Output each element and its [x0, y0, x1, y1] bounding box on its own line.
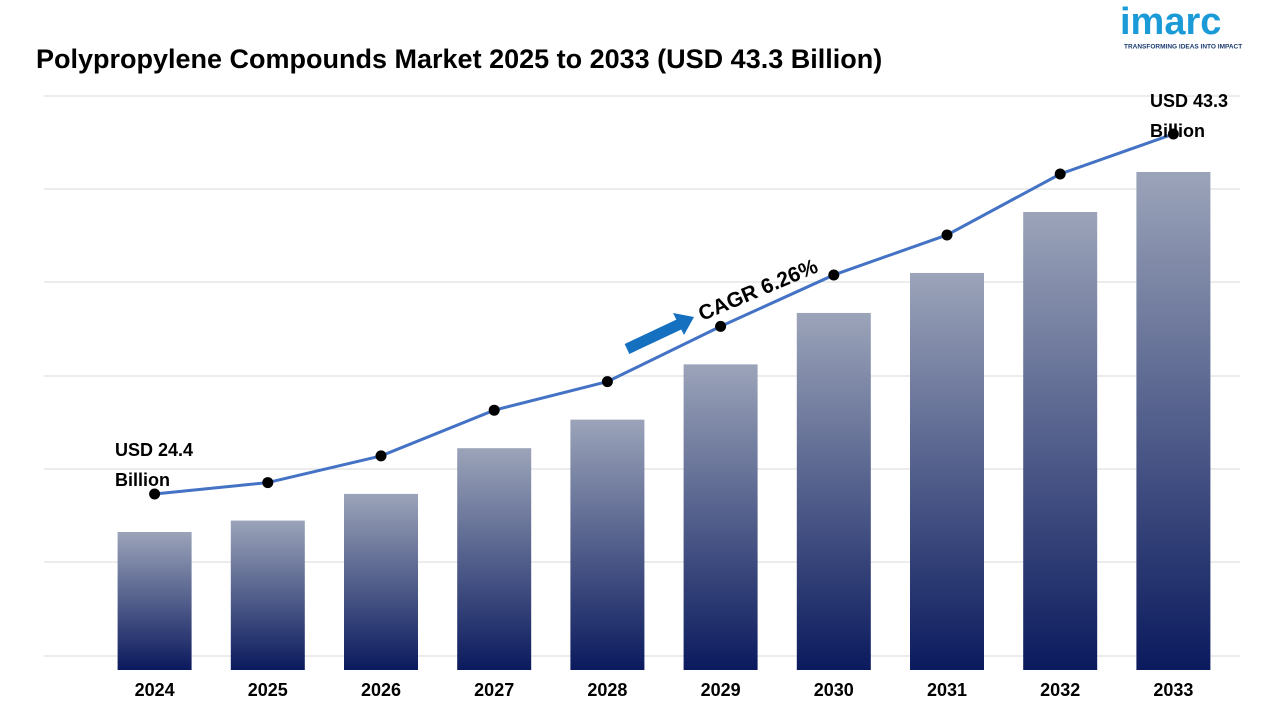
- x-tick-label: 2030: [814, 680, 854, 700]
- line-marker: [488, 404, 500, 416]
- x-tick-label: 2028: [587, 680, 627, 700]
- x-tick-label: 2031: [927, 680, 967, 700]
- bar: [1136, 172, 1211, 670]
- line-marker: [828, 269, 840, 281]
- bar: [796, 312, 871, 670]
- logo-name: imarc: [1120, 1, 1221, 43]
- x-tick-label: 2025: [248, 680, 288, 700]
- line-marker: [941, 229, 953, 241]
- start-annotation: Billion: [115, 470, 170, 490]
- x-tick-label: 2032: [1040, 680, 1080, 700]
- line-marker: [715, 320, 727, 332]
- bar: [910, 272, 984, 670]
- bar: [117, 532, 192, 670]
- trend-line: [154, 132, 1174, 496]
- x-tick-label: 2029: [701, 680, 741, 700]
- bar: [230, 520, 305, 670]
- line-marker: [1167, 128, 1179, 140]
- x-tick-label: 2024: [135, 680, 175, 700]
- x-tick-label: 2027: [474, 680, 514, 700]
- bar: [683, 364, 758, 670]
- cagr-arrow: [624, 313, 694, 354]
- bar: [457, 448, 532, 670]
- bar: [344, 493, 418, 670]
- logo-tagline: TRANSFORMING IDEAS INTO IMPACT: [1124, 44, 1242, 51]
- x-tick-label: 2026: [361, 680, 401, 700]
- line-marker: [262, 477, 274, 489]
- line-marker: [1054, 168, 1066, 180]
- start-annotation: USD 24.4: [115, 440, 193, 460]
- chart-title: Polypropylene Compounds Market 2025 to 2…: [36, 44, 882, 74]
- end-annotation: USD 43.3: [1150, 91, 1228, 111]
- x-tick-label: 2033: [1153, 680, 1193, 700]
- line-marker: [601, 376, 613, 388]
- line-marker: [149, 488, 161, 500]
- bar: [570, 419, 645, 670]
- line-marker: [375, 450, 387, 462]
- end-annotation: Billion: [1150, 121, 1205, 141]
- bar: [1023, 212, 1098, 670]
